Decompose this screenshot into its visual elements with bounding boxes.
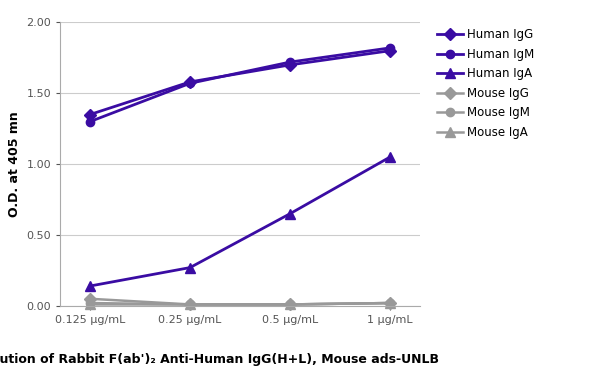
Human IgA	[86, 284, 94, 288]
Human IgA	[386, 155, 394, 159]
Y-axis label: O.D. at 405 mn: O.D. at 405 mn	[8, 111, 20, 217]
Line: Mouse IgM: Mouse IgM	[86, 299, 394, 308]
Line: Mouse IgA: Mouse IgA	[85, 298, 395, 309]
Human IgG	[86, 112, 94, 117]
Text: Dilution of Rabbit F(ab')₂ Anti-Human IgG(H+L), Mouse ads-UNLB: Dilution of Rabbit F(ab')₂ Anti-Human Ig…	[0, 352, 439, 366]
Mouse IgM	[86, 301, 94, 305]
Mouse IgM	[386, 301, 394, 305]
Mouse IgA	[86, 302, 94, 307]
Human IgM	[386, 46, 394, 50]
Legend: Human IgG, Human IgM, Human IgA, Mouse IgG, Mouse IgM, Mouse IgA: Human IgG, Human IgM, Human IgA, Mouse I…	[437, 28, 535, 139]
Line: Human IgM: Human IgM	[86, 44, 394, 126]
Human IgA	[286, 211, 293, 216]
Line: Mouse IgG: Mouse IgG	[86, 295, 394, 308]
Human IgG	[187, 80, 194, 84]
Line: Human IgG: Human IgG	[86, 47, 394, 119]
Mouse IgA	[286, 302, 293, 307]
Mouse IgG	[86, 297, 94, 301]
Mouse IgA	[386, 301, 394, 305]
Mouse IgG	[286, 302, 293, 307]
Mouse IgM	[286, 302, 293, 307]
Line: Human IgA: Human IgA	[85, 152, 395, 291]
Human IgA	[187, 265, 194, 270]
Mouse IgA	[187, 302, 194, 307]
Human IgG	[286, 63, 293, 67]
Mouse IgM	[187, 302, 194, 307]
Human IgM	[187, 81, 194, 85]
Mouse IgG	[386, 301, 394, 305]
Mouse IgG	[187, 302, 194, 307]
Human IgG	[386, 48, 394, 53]
Human IgM	[86, 119, 94, 124]
Human IgM	[286, 60, 293, 64]
